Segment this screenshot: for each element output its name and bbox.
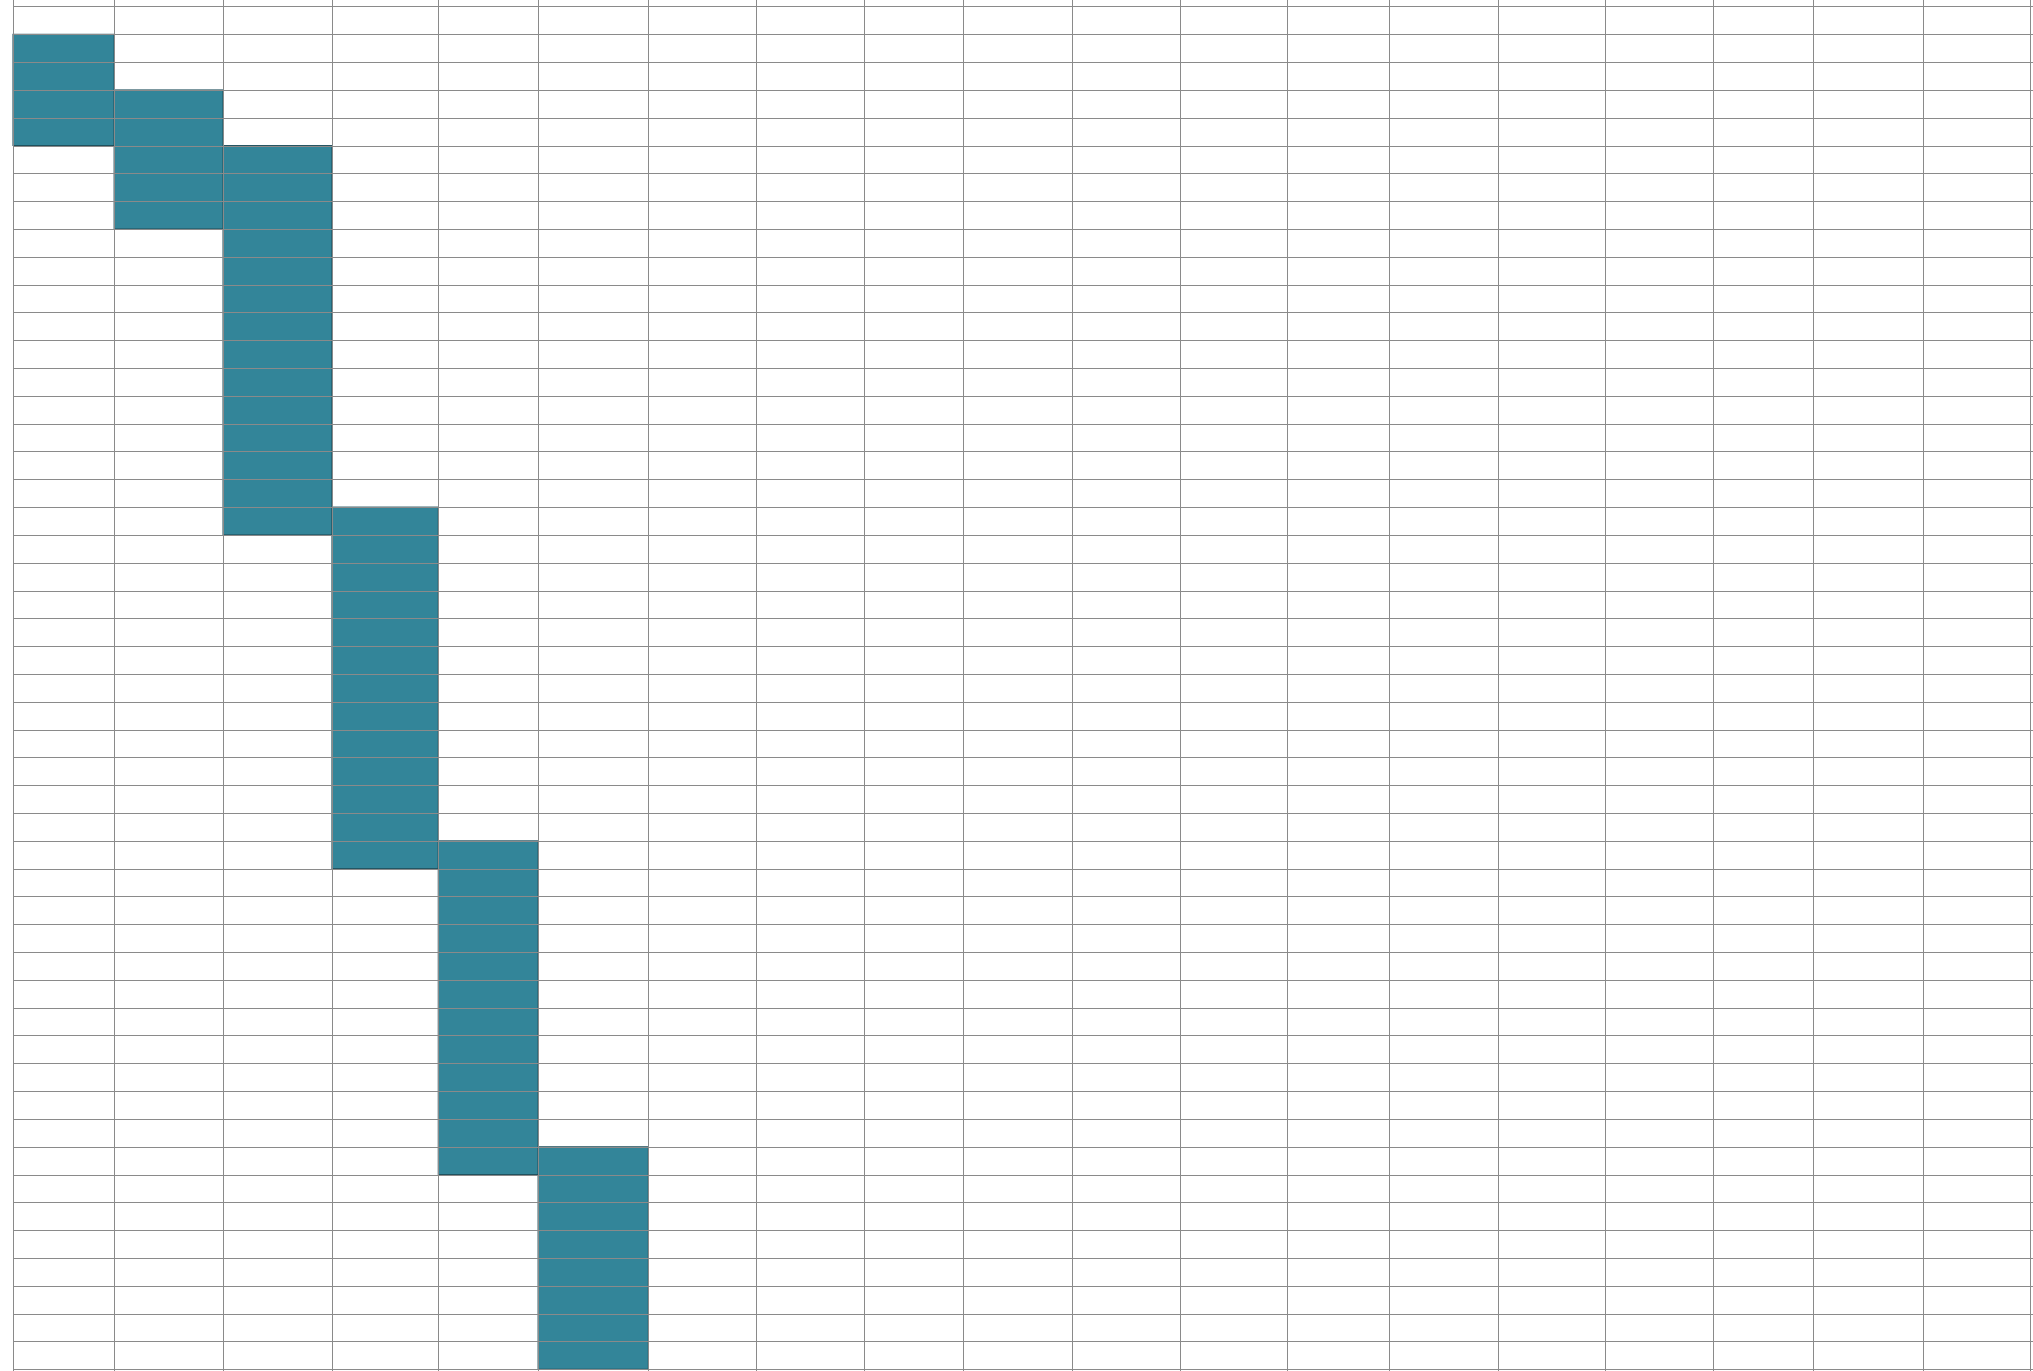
- cell-block[interactable]: [113, 89, 224, 230]
- grid: [12, 0, 2033, 1371]
- cell-block[interactable]: [437, 840, 539, 1176]
- cell-block[interactable]: [12, 33, 115, 147]
- cell-block[interactable]: [331, 506, 439, 870]
- blocks: [12, 33, 649, 1370]
- cell-block[interactable]: [537, 1146, 649, 1370]
